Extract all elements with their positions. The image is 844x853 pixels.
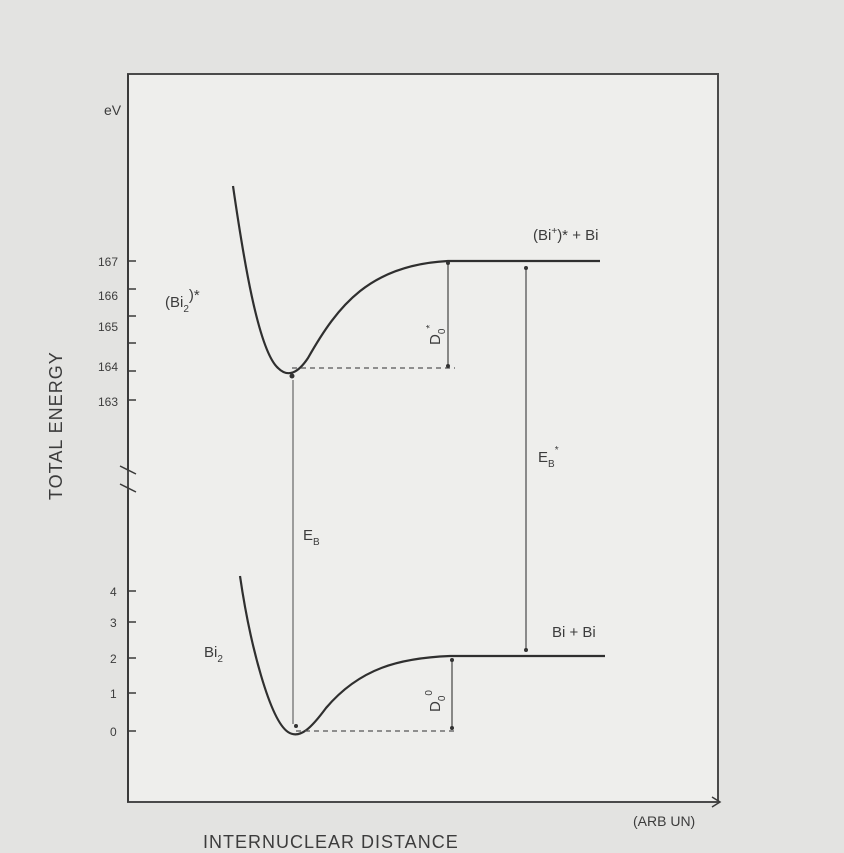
- y-tick-166: 166: [98, 289, 118, 303]
- neutral-potential-curve: [238, 575, 605, 736]
- molecule-binding-label: EB: [303, 527, 320, 548]
- y-tick-164: 164: [98, 360, 118, 374]
- ion-molecule-label: (Bi2)*: [165, 287, 200, 315]
- y-tick-0: 0: [110, 725, 117, 739]
- ion-dissociation-label: D0*: [425, 325, 448, 345]
- atom-binding-top-dot: [524, 266, 528, 270]
- y-tick-2: 2: [110, 652, 117, 666]
- ion-potential-curve: [231, 185, 600, 375]
- atom-binding-bottom-dot: [524, 648, 528, 652]
- y-axis-title: TOTAL ENERGY: [46, 351, 66, 500]
- neutral-asymptote-label: Bi + Bi: [552, 624, 596, 641]
- ion-dissociation-bottom-dot: [446, 364, 450, 368]
- y-tick-167: 167: [98, 255, 118, 269]
- y-axis-unit: eV: [104, 102, 122, 118]
- neutral-molecule-label: Bi2: [204, 644, 223, 665]
- y-tick-3: 3: [110, 616, 117, 630]
- y-tick-163: 163: [98, 395, 118, 409]
- x-axis-unit: (ARB UN): [633, 813, 695, 829]
- ion-asymptote-label: (Bi+)* + Bi: [533, 226, 598, 244]
- lower-tick-marks: [128, 590, 136, 732]
- plot-frame: [127, 73, 719, 803]
- axis-break-mark: [119, 465, 137, 493]
- neutral-dissociation-label: D00: [424, 690, 448, 712]
- ion-minimum-dot: [289, 373, 295, 379]
- neutral-dissociation-bottom-dot: [450, 726, 454, 730]
- y-tick-1: 1: [110, 687, 117, 701]
- y-tick-4: 4: [110, 585, 117, 599]
- neutral-minimum-dot: [294, 724, 298, 728]
- neutral-dissociation-top-dot: [450, 658, 454, 662]
- upper-tick-marks: [128, 260, 136, 401]
- ion-dissociation-top-dot: [446, 261, 450, 265]
- x-axis-title: INTERNUCLEAR DISTANCE: [203, 832, 459, 852]
- x-axis-arrow: [711, 796, 722, 808]
- atom-binding-label: EB*: [538, 445, 559, 470]
- y-tick-165: 165: [98, 320, 118, 334]
